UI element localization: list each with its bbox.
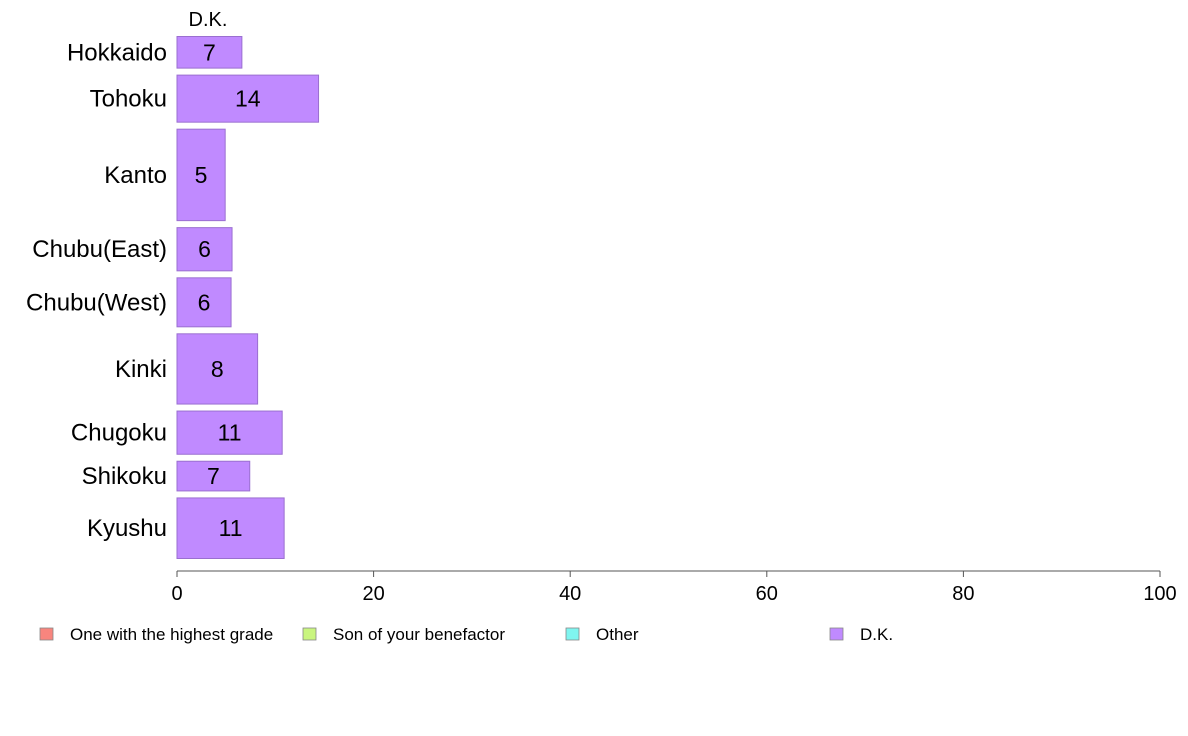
legend-label: D.K. [860,625,893,644]
data-label: 5 [195,162,208,188]
x-tick-label: 60 [756,583,778,605]
data-label: 11 [219,515,243,541]
data-label: 11 [218,420,242,446]
column-header-label: D.K. [189,9,228,31]
bar-chubu-east--series-3 [176,227,233,272]
category-label: Kyushu [87,515,167,542]
data-label: 8 [211,356,224,382]
bars-group: 7 14 5 6 6 8 11 7 11 [176,36,320,559]
bar-kinki-series-3 [176,333,259,405]
legend-label: Son of your benefactor [333,625,505,644]
category-label: Shikoku [82,463,167,490]
category-label: Kinki [115,356,167,383]
legend: One with the highest grade Son of your be… [39,625,893,644]
bar-kanto-series-3 [176,128,226,222]
category-label: Kanto [104,162,167,189]
legend-swatch [39,627,54,641]
category-label: Chubu(East) [32,236,167,263]
bar-kyushu-series-3 [176,497,285,559]
bar-shikoku-series-3 [176,460,251,492]
bar-chubu-west--series-3 [176,277,232,328]
bar-chugoku-series-3 [176,410,283,455]
category-label: Chubu(West) [26,289,167,316]
category-label: Chugoku [71,420,167,447]
data-label: 7 [203,39,216,65]
x-tick-label: 80 [952,583,974,605]
category-label: Hokkaido [67,39,167,66]
x-axis: 0 20 40 60 80 100 [171,570,1177,605]
category-label: Tohoku [90,86,167,113]
category-labels: Hokkaido Tohoku Kanto Chubu(East) Chubu(West… [26,39,167,542]
legend-swatch [302,627,317,641]
x-tick-label: 100 [1143,583,1176,605]
legend-label: Other [596,625,639,644]
data-label: 6 [198,289,211,315]
data-label: 14 [235,86,261,112]
x-tick-label: 0 [171,583,182,605]
x-tick-label: 20 [362,583,384,605]
data-label: 7 [207,463,220,489]
data-label: 6 [198,236,211,262]
legend-label: One with the highest grade [70,625,273,644]
x-tick-label: 40 [559,583,581,605]
bar-tohoku-series-3 [176,74,320,123]
legend-swatch [565,627,580,641]
bar-hokkaido-series-3 [176,36,243,69]
legend-swatch [829,627,844,641]
